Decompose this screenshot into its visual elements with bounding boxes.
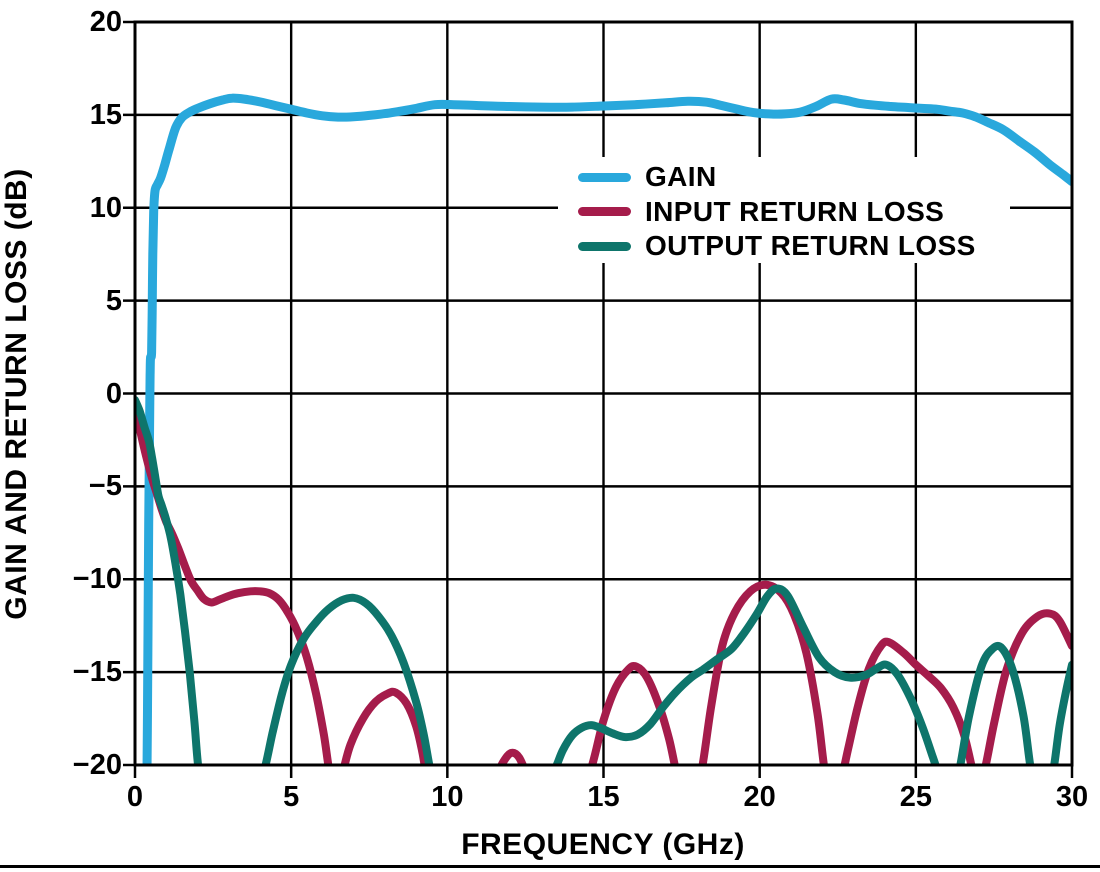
x-tick-label: 15 bbox=[587, 781, 620, 813]
legend-label-output-return-loss: OUTPUT RETURN LOSS bbox=[645, 230, 976, 262]
legend: GAIN INPUT RETURN LOSS OUTPUT RETURN LOS… bbox=[558, 157, 1010, 263]
y-tick-label: 20 bbox=[89, 6, 122, 38]
y-tick-label: 15 bbox=[89, 98, 122, 131]
series-line-gain bbox=[142, 93, 1072, 765]
x-tick-label: 10 bbox=[431, 781, 464, 813]
y-tick-label: −10 bbox=[72, 563, 122, 596]
x-axis-title: FREQUENCY (GHz) bbox=[461, 828, 745, 861]
series-line-input-return-loss bbox=[135, 406, 1072, 765]
legend-item-input-return-loss: INPUT RETURN LOSS bbox=[558, 195, 1010, 230]
input-return-loss-line-swatch bbox=[578, 207, 631, 217]
y-tick-label: 5 bbox=[105, 284, 122, 317]
x-tick-label: 20 bbox=[743, 781, 776, 813]
legend-label-gain: GAIN bbox=[645, 161, 717, 193]
legend-label-input-return-loss: INPUT RETURN LOSS bbox=[645, 195, 945, 227]
x-tick-label: 5 bbox=[283, 781, 300, 813]
output-return-loss-line-swatch bbox=[578, 241, 631, 251]
y-tick-label: −5 bbox=[88, 470, 122, 503]
y-tick-label: 10 bbox=[89, 191, 122, 224]
x-tick-label: 30 bbox=[1055, 781, 1089, 813]
y-tick-label: 0 bbox=[105, 377, 122, 410]
series-line-output-return-loss bbox=[135, 396, 1072, 765]
y-tick-label: −15 bbox=[72, 656, 122, 689]
gain-line-swatch bbox=[578, 172, 631, 182]
legend-item-gain: GAIN bbox=[558, 160, 1010, 195]
y-tick-label: −20 bbox=[72, 749, 122, 781]
x-tick-label: 0 bbox=[126, 781, 144, 813]
bottom-divider-line bbox=[0, 865, 1100, 868]
x-tick-label: 25 bbox=[899, 781, 932, 813]
legend-item-output-return-loss: OUTPUT RETURN LOSS bbox=[558, 229, 1010, 264]
